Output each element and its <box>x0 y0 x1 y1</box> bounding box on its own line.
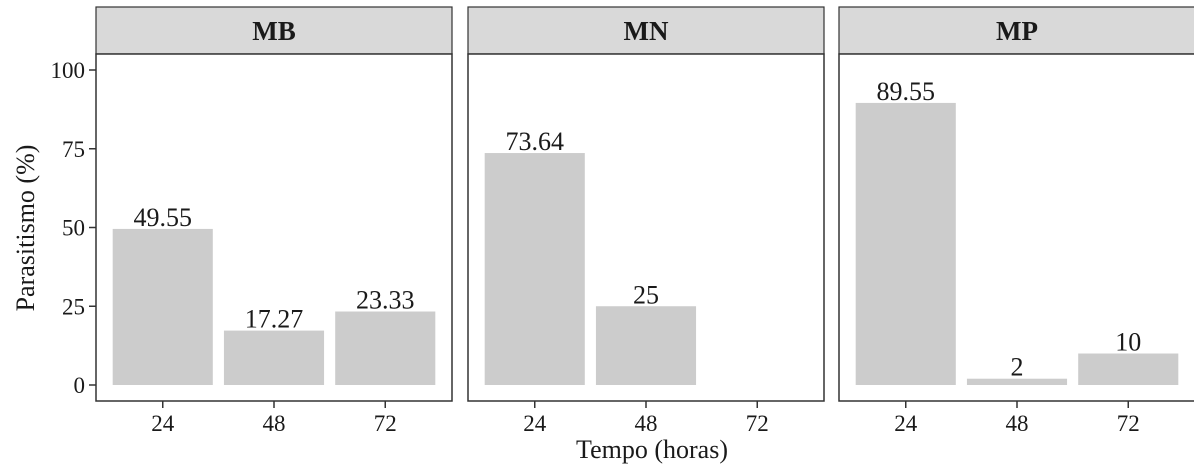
x-tick-label: 24 <box>523 411 547 436</box>
panel-mb: MB 49.55 24 17.27 48 23.33 72 <box>95 6 453 436</box>
bar-value-label: 25 <box>633 280 659 309</box>
bar-value-label: 23.33 <box>356 286 415 315</box>
panel-strip <box>95 6 453 55</box>
x-tick-label: 24 <box>151 411 175 436</box>
x-tick-label: 72 <box>1117 411 1140 436</box>
bar <box>1078 353 1179 385</box>
bar <box>855 102 956 385</box>
bar <box>112 228 213 385</box>
y-tick-label: 100 <box>51 58 86 83</box>
y-tick-label: 0 <box>74 373 86 398</box>
panel-strip-label: MN <box>624 16 669 46</box>
x-tick-label: 48 <box>1006 411 1029 436</box>
x-axis-title: Tempo (horas) <box>576 435 728 464</box>
bar-value-label: 73.64 <box>506 127 565 156</box>
x-tick-label: 72 <box>374 411 397 436</box>
y-tick-label: 25 <box>62 294 85 319</box>
bar-value-label: 10 <box>1115 328 1141 357</box>
y-axis-title: Parasitismo (%) <box>11 145 40 312</box>
bar <box>335 311 436 385</box>
bar <box>223 330 325 385</box>
panel-mn: MN 73.64 24 25 48 72 <box>467 6 825 436</box>
x-tick-label: 24 <box>894 411 918 436</box>
panel-strip-label: MP <box>996 16 1038 46</box>
bar <box>484 153 585 385</box>
y-tick-label: 75 <box>62 137 85 162</box>
panel-mp: MP 89.55 24 2 48 10 72 <box>838 6 1194 436</box>
panel-strip-label: MB <box>252 16 296 46</box>
bar <box>966 378 1068 385</box>
y-axis: 0 25 50 75 100 <box>51 58 96 398</box>
y-tick-label: 50 <box>62 216 85 241</box>
x-tick-label: 48 <box>263 411 286 436</box>
bar-value-label: 2 <box>1011 353 1024 382</box>
panel-strip <box>467 6 825 55</box>
bar-value-label: 89.55 <box>877 77 936 106</box>
x-tick-label: 72 <box>746 411 769 436</box>
bar-value-label: 17.27 <box>245 305 304 334</box>
bar-value-label: 49.55 <box>134 203 193 232</box>
panel-strip <box>838 6 1194 55</box>
bar <box>595 306 697 385</box>
x-tick-label: 48 <box>635 411 658 436</box>
